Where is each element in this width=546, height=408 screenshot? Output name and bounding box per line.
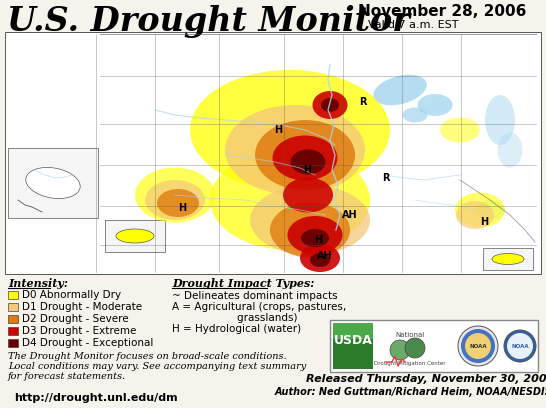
Ellipse shape	[455, 193, 505, 228]
Circle shape	[461, 329, 495, 363]
Text: AH: AH	[317, 251, 333, 261]
Ellipse shape	[310, 253, 330, 267]
Text: NOAA: NOAA	[511, 344, 529, 348]
Text: H: H	[314, 235, 322, 245]
Bar	[105, 220, 165, 252]
Text: H: H	[178, 203, 186, 213]
Ellipse shape	[288, 216, 342, 254]
Ellipse shape	[418, 94, 453, 116]
Bar	[5, 32, 541, 274]
Ellipse shape	[225, 105, 365, 195]
Text: D3 Drought - Extreme: D3 Drought - Extreme	[22, 326, 136, 336]
Bar	[333, 323, 373, 339]
Text: H = Hydrological (water): H = Hydrological (water)	[172, 324, 301, 334]
Text: grasslands): grasslands)	[172, 313, 298, 323]
Text: Drought Impact Types:: Drought Impact Types:	[172, 278, 314, 289]
Ellipse shape	[145, 180, 205, 220]
Text: http://drought.unl.edu/dm: http://drought.unl.edu/dm	[14, 393, 178, 403]
Circle shape	[458, 326, 498, 366]
Bar	[8, 291, 18, 299]
Bar	[8, 315, 18, 323]
Ellipse shape	[116, 229, 154, 243]
Text: AH: AH	[342, 210, 358, 220]
Ellipse shape	[270, 202, 350, 257]
Text: USDA: USDA	[334, 333, 372, 346]
Ellipse shape	[301, 229, 329, 247]
Bar	[8, 148, 98, 218]
Text: D2 Drought - Severe: D2 Drought - Severe	[22, 314, 129, 324]
Ellipse shape	[312, 91, 347, 119]
Ellipse shape	[26, 167, 80, 199]
Ellipse shape	[492, 253, 524, 264]
Text: The Drought Monitor focuses on broad-scale conditions.: The Drought Monitor focuses on broad-sca…	[8, 352, 287, 361]
Circle shape	[507, 333, 533, 359]
Ellipse shape	[475, 200, 505, 220]
Ellipse shape	[290, 149, 325, 175]
Text: R: R	[382, 173, 390, 183]
Circle shape	[504, 330, 536, 362]
Ellipse shape	[157, 189, 199, 217]
Ellipse shape	[135, 168, 215, 222]
Bar	[8, 339, 18, 347]
Text: National: National	[395, 332, 425, 338]
Text: D0 Abnormally Dry: D0 Abnormally Dry	[22, 290, 121, 300]
Text: Valid 7 a.m. EST: Valid 7 a.m. EST	[368, 20, 459, 30]
Text: Released Thursday, November 30, 2006: Released Thursday, November 30, 2006	[306, 374, 546, 384]
Text: H: H	[480, 217, 488, 227]
Text: U.S. Drought Monitor: U.S. Drought Monitor	[7, 5, 410, 38]
Text: for forecast statements.: for forecast statements.	[8, 372, 126, 381]
Ellipse shape	[456, 201, 494, 229]
Text: Drought Mitigation Center: Drought Mitigation Center	[374, 361, 446, 366]
Circle shape	[390, 340, 410, 360]
Bar	[8, 303, 18, 311]
Ellipse shape	[402, 107, 428, 122]
Ellipse shape	[255, 120, 355, 190]
Ellipse shape	[440, 118, 480, 142]
Circle shape	[405, 338, 425, 358]
Ellipse shape	[485, 95, 515, 145]
Text: Local conditions may vary. See accompanying text summary: Local conditions may vary. See accompany…	[8, 362, 306, 371]
Ellipse shape	[373, 75, 427, 105]
Text: D4 Drought - Exceptional: D4 Drought - Exceptional	[22, 338, 153, 348]
Circle shape	[465, 333, 491, 359]
Ellipse shape	[283, 177, 333, 213]
Ellipse shape	[300, 244, 340, 272]
Bar	[333, 323, 373, 369]
Text: H: H	[303, 165, 311, 175]
Text: Intensity:: Intensity:	[8, 278, 68, 289]
Text: R: R	[359, 97, 367, 107]
Ellipse shape	[210, 150, 370, 250]
Ellipse shape	[272, 135, 337, 180]
Text: D1 Drought - Moderate: D1 Drought - Moderate	[22, 302, 142, 312]
Text: H: H	[274, 125, 282, 135]
Bar	[8, 327, 18, 335]
Ellipse shape	[497, 133, 523, 168]
Text: November 28, 2006: November 28, 2006	[358, 4, 526, 19]
Ellipse shape	[250, 185, 370, 255]
Text: ~ Delineates dominant impacts: ~ Delineates dominant impacts	[172, 291, 337, 301]
Ellipse shape	[321, 98, 339, 112]
Text: A = Agricultural (crops, pastures,: A = Agricultural (crops, pastures,	[172, 302, 346, 312]
Ellipse shape	[190, 70, 390, 190]
Bar	[330, 320, 538, 372]
Text: NOAA: NOAA	[469, 344, 487, 348]
Text: Author: Ned Guttman/Richard Heim, NOAA/NESDIS/NCDC: Author: Ned Guttman/Richard Heim, NOAA/N…	[274, 387, 546, 397]
Bar	[483, 248, 533, 270]
